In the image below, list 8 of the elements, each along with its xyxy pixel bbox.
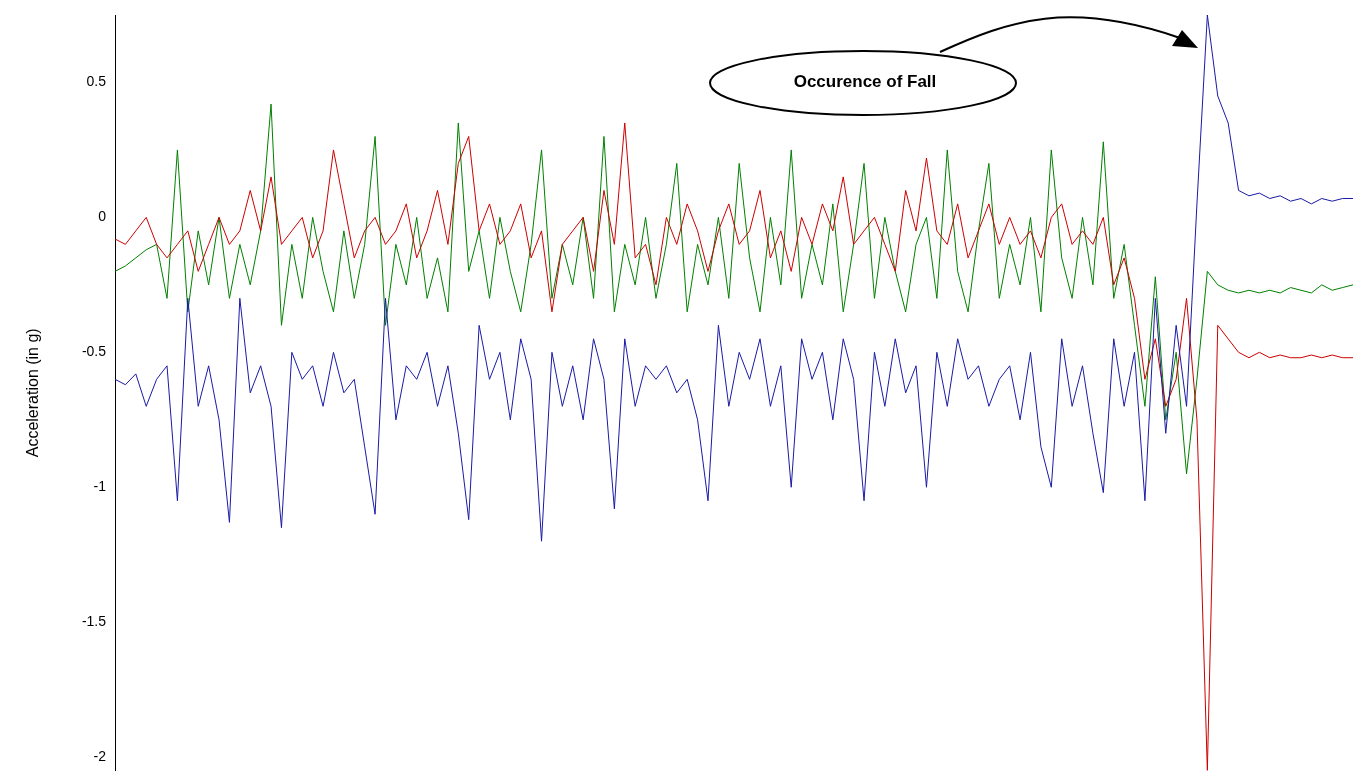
y-tick-label: 0	[98, 208, 107, 225]
y-axis-title: Acceleration (in g)	[24, 328, 42, 458]
y-tick-label: -2	[93, 747, 107, 764]
annotation: Occurence of Fall	[792, 72, 938, 92]
y-tick-label: -1	[93, 478, 107, 495]
y-tick-label: -0.5	[81, 343, 107, 360]
y-tick-label: -1.5	[81, 613, 107, 630]
y-tick-label: 0.5	[86, 73, 107, 90]
